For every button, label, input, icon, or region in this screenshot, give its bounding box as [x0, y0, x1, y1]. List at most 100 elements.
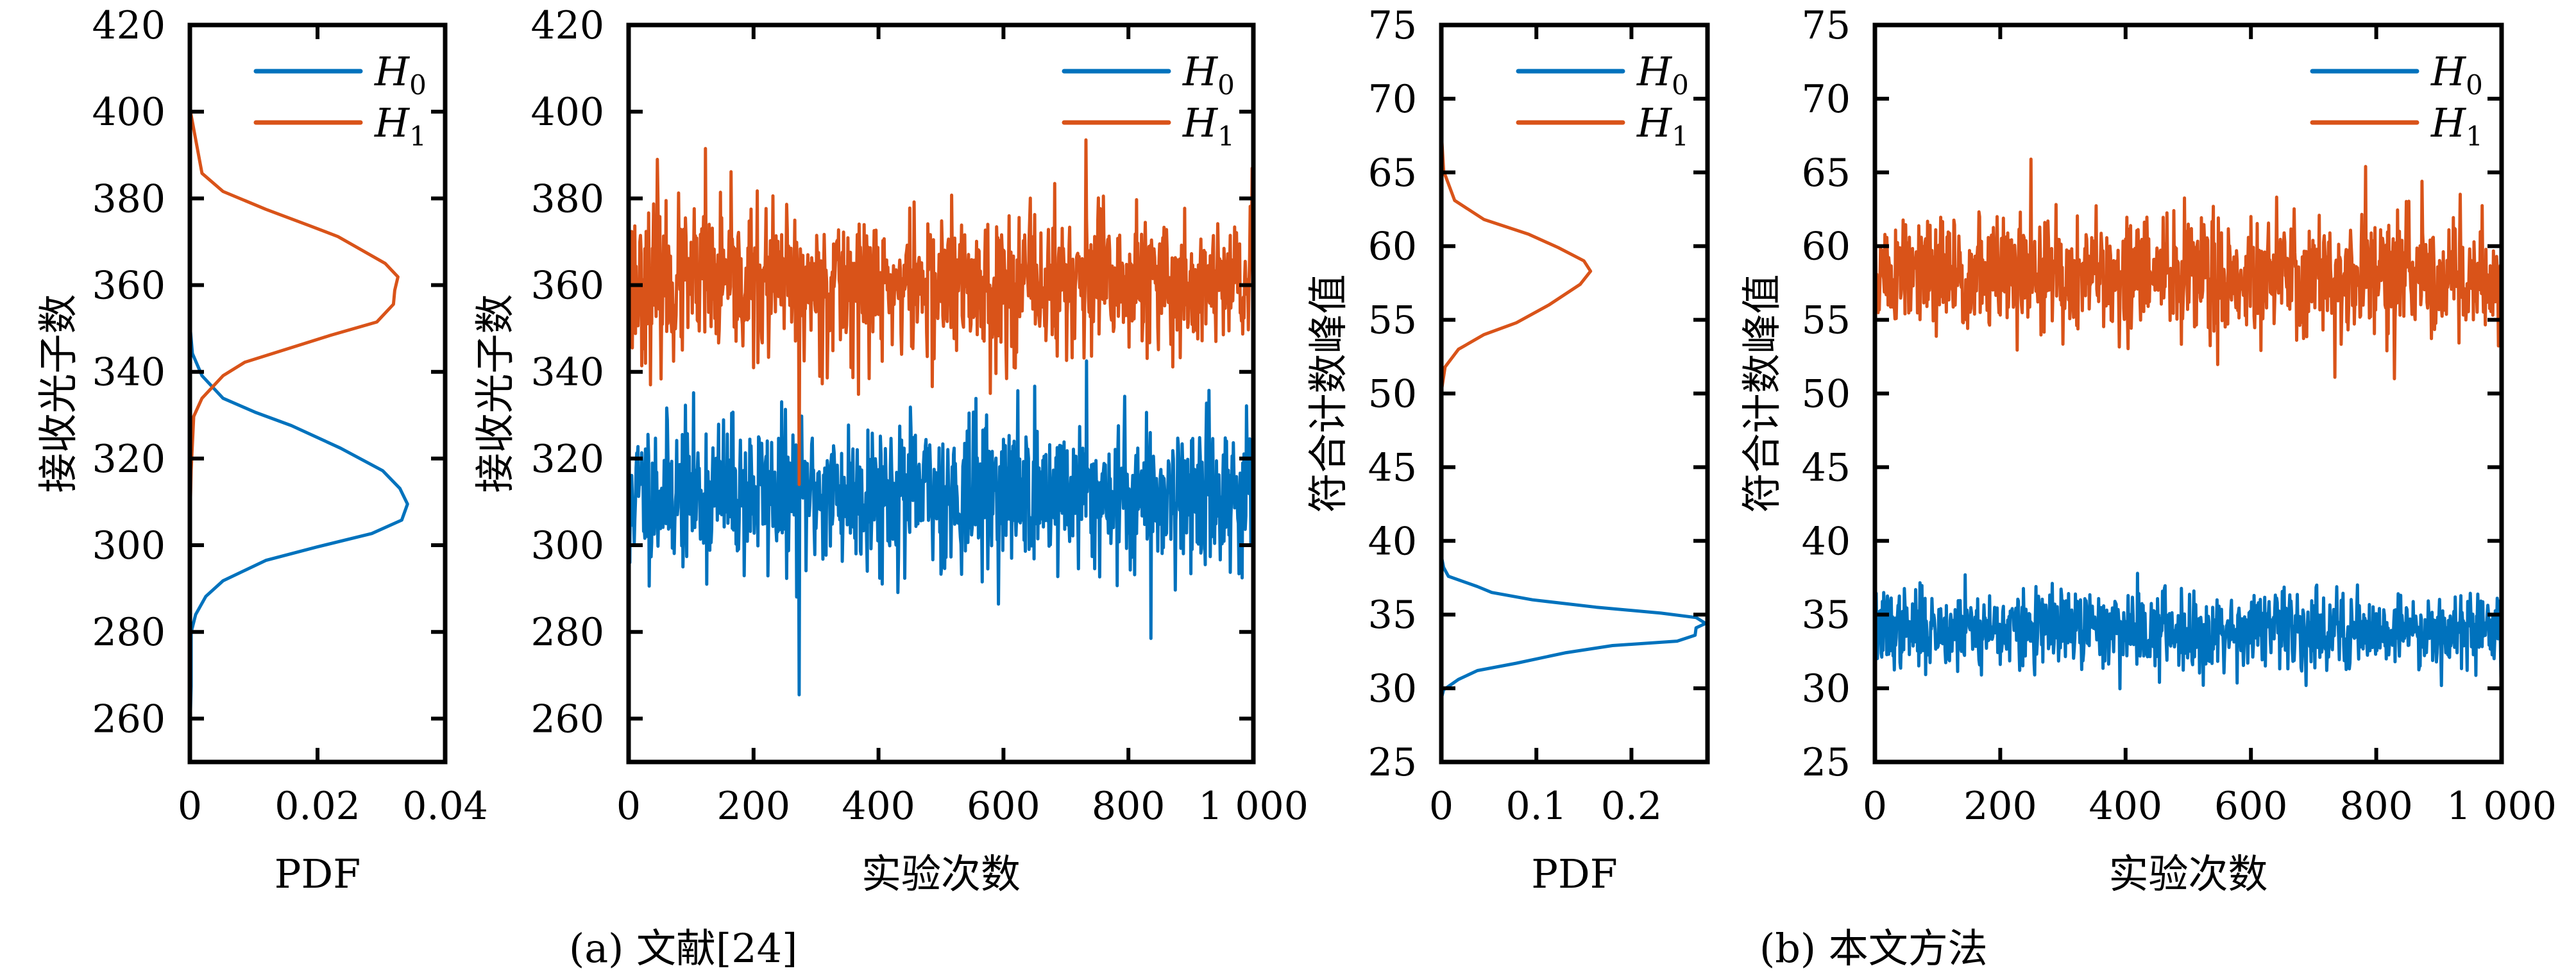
y-tick-label: 65 [1368, 151, 1417, 196]
legend-label-subscript: 1 [1217, 121, 1235, 152]
legend-label-subscript: 1 [2466, 121, 2483, 152]
y-tick-label: 40 [1368, 519, 1417, 564]
legend-label-h1: H1 [1182, 99, 1235, 152]
legend-label-base: H [374, 99, 411, 146]
y-tick-label: 280 [92, 610, 165, 655]
y-tick-label: 75 [1802, 3, 1851, 48]
plot-frame [626, 22, 1256, 765]
legend-label-base: H [1636, 48, 1673, 95]
y-tick-label: 280 [530, 610, 604, 655]
y-tick-label: 30 [1802, 666, 1851, 711]
x-tick-label: 0 [178, 784, 202, 829]
x-tick-label: 1 000 [2446, 784, 2557, 829]
series-line-h1 [1874, 157, 2504, 380]
y-tick-label: 40 [1802, 519, 1851, 564]
x-tick-label: 0.02 [275, 784, 360, 829]
x-tick-label: 0.04 [402, 784, 488, 829]
series-line-h1 [1439, 130, 1593, 409]
y-tick-label: 260 [530, 697, 604, 741]
y-tick-label: 60 [1368, 224, 1417, 269]
legend-label-subscript: 0 [409, 69, 427, 101]
caption-a: (a) 文献[24] [569, 925, 797, 972]
y-tick-label: 320 [530, 437, 604, 482]
x-tick-label: 0.1 [1506, 784, 1567, 829]
legend-label-h1: H1 [1636, 99, 1689, 152]
y-tick-label: 320 [92, 437, 165, 482]
x-tick-label: 0 [1863, 784, 1887, 829]
legend-label-subscript: 0 [2466, 69, 2483, 101]
x-tick-label: 200 [1963, 784, 2037, 829]
y-tick-label: 25 [1802, 740, 1851, 785]
legend-label-h0: H0 [1182, 48, 1235, 101]
legend-label-base: H [1182, 48, 1219, 95]
y-tick-label: 55 [1368, 298, 1417, 343]
legend-label-base: H [2430, 48, 2467, 95]
x-tick-label: 400 [842, 784, 915, 829]
y-tick-label: 30 [1368, 666, 1417, 711]
y-tick-label: 55 [1802, 298, 1851, 343]
y-tick-label: 380 [92, 176, 165, 221]
legend-label-base: H [374, 48, 411, 95]
x-tick-label: 800 [2339, 784, 2413, 829]
legend-label-h0: H0 [2430, 48, 2483, 101]
legend-label-h1: H1 [374, 99, 427, 152]
y-tick-label: 70 [1802, 77, 1851, 122]
chart-panel-b-pdf: 0 0.1 0.22530354045505560657075PDF符合计数峰值H0… [1305, 3, 1710, 897]
series-line-h0 [627, 359, 1255, 697]
legend-label-base: H [2430, 99, 2467, 146]
y-axis-label: 符合计数峰值 [1738, 274, 1785, 512]
chart-panel-a-pdf: 0 0.02 0.04 260 280 300 320 340 360 380 400 420 PDF 接… [35, 3, 488, 897]
legend-label-subscript: 1 [1672, 121, 1689, 152]
series-line-h1 [188, 97, 400, 527]
y-tick-label: 70 [1368, 77, 1417, 122]
y-tick-label: 75 [1368, 3, 1417, 48]
x-tick-label: 0 [1429, 784, 1453, 829]
y-tick-label: 420 [92, 3, 165, 48]
y-tick-label: 300 [530, 523, 604, 568]
y-axis-label: 符合计数峰值 [1305, 274, 1352, 512]
y-tick-label: 380 [530, 176, 604, 221]
y-axis-label: 接收光子数 [471, 294, 518, 493]
x-tick-label: 600 [967, 784, 1040, 829]
y-tick-label: 420 [530, 3, 604, 48]
x-tick-label: 0 [616, 784, 641, 829]
x-tick-label: 400 [2089, 784, 2163, 829]
series-line-h1 [627, 138, 1255, 486]
legend-label-h0: H0 [1636, 48, 1689, 101]
y-tick-label: 300 [92, 523, 165, 568]
series-line-h0 [188, 322, 409, 736]
y-tick-label: 340 [530, 350, 604, 395]
chart-panel-b-trials: 0 200 400 600 800 1 000 25 30 35 40 45 50 55 60 65 70 75… [1738, 3, 2557, 897]
legend-label-subscript: 0 [1672, 69, 1689, 101]
y-tick-label: 360 [92, 264, 165, 309]
legend-label-h1: H1 [2430, 99, 2483, 152]
x-tick-label: 0.2 [1601, 784, 1662, 829]
x-axis-label: PDF [275, 850, 360, 897]
y-tick-label: 65 [1802, 151, 1851, 196]
y-tick-label: 45 [1802, 445, 1851, 490]
y-tick-label: 35 [1368, 593, 1417, 638]
y-tick-label: 25 [1368, 740, 1417, 785]
y-tick-label: 400 [92, 90, 165, 135]
y-tick-label: 400 [530, 90, 604, 135]
y-tick-label: 360 [530, 264, 604, 309]
series-line-h0 [1439, 554, 1707, 700]
x-axis-label: PDF [1531, 850, 1617, 897]
legend-label-base: H [1636, 99, 1673, 146]
x-axis-label: 实验次数 [2108, 850, 2267, 897]
y-tick-label: 50 [1368, 372, 1417, 417]
y-tick-label: 45 [1368, 445, 1417, 490]
y-tick-label: 35 [1802, 593, 1851, 638]
legend-label-h0: H0 [374, 48, 427, 101]
legend-label-base: H [1182, 99, 1219, 146]
legend-label-subscript: 0 [1217, 69, 1235, 101]
series-line-h0 [1874, 571, 2504, 691]
legend-label-subscript: 1 [409, 121, 427, 152]
y-tick-label: 260 [92, 697, 165, 741]
y-tick-label: 50 [1802, 372, 1851, 417]
